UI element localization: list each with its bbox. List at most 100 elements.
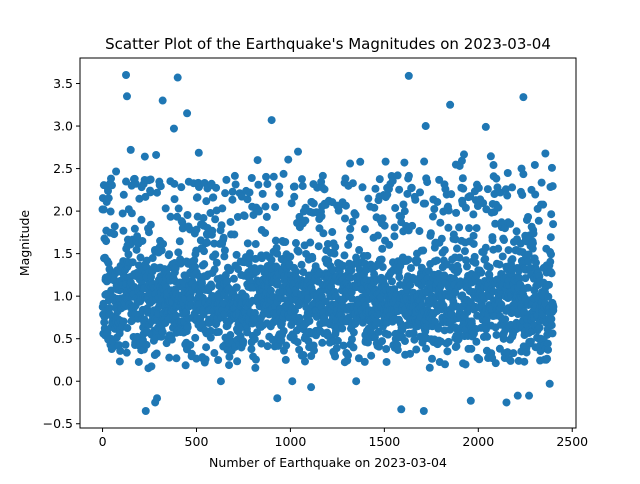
scatter-point	[250, 335, 259, 344]
scatter-point	[346, 159, 355, 168]
scatter-point	[273, 278, 282, 287]
scatter-point	[271, 203, 280, 212]
scatter-point	[360, 357, 369, 366]
scatter-point	[304, 337, 313, 346]
scatter-point	[175, 237, 184, 246]
scatter-point	[290, 182, 299, 191]
scatter-point	[122, 92, 131, 101]
scatter-point	[544, 280, 553, 289]
scatter-point	[404, 171, 413, 180]
scatter-point	[393, 345, 402, 354]
x-tick-label: 1000	[275, 434, 307, 449]
scatter-point	[433, 197, 442, 206]
scatter-point	[426, 229, 435, 238]
scatter-point	[251, 240, 260, 249]
scatter-point	[122, 71, 131, 80]
scatter-point	[455, 253, 464, 262]
scatter-point	[279, 169, 288, 178]
scatter-point	[217, 221, 226, 230]
scatter-point	[481, 122, 490, 131]
scatter-point	[459, 184, 468, 193]
scatter-point	[346, 273, 355, 282]
x-axis-label: Number of Earthquake on 2023-03-04	[209, 455, 447, 470]
scatter-point	[200, 260, 209, 269]
scatter-point	[460, 247, 469, 256]
scatter-point	[183, 211, 192, 219]
scatter-point	[281, 355, 290, 364]
scatter-point	[420, 157, 429, 166]
scatter-point	[161, 204, 170, 213]
scatter-point	[307, 383, 316, 392]
scatter-point	[497, 300, 506, 309]
scatter-point	[171, 264, 180, 273]
scatter-point	[234, 265, 243, 274]
scatter-point	[339, 341, 348, 350]
scatter-point	[501, 315, 510, 324]
scatter-point	[158, 96, 167, 105]
scatter-point	[419, 246, 428, 255]
scatter-point	[321, 297, 330, 306]
scatter-point	[294, 147, 303, 156]
scatter-point	[469, 231, 478, 240]
scatter-point	[275, 182, 284, 191]
scatter-point	[266, 286, 275, 295]
scatter-point	[118, 209, 127, 218]
scatter-point	[301, 216, 310, 225]
y-tick-label: 3.0	[53, 119, 73, 134]
scatter-point	[501, 185, 510, 194]
scatter-point	[548, 329, 557, 338]
x-tick-label: 2500	[556, 434, 588, 449]
scatter-point	[504, 246, 513, 255]
scatter-point	[513, 391, 522, 400]
x-tick-label: 1500	[368, 434, 400, 449]
scatter-point	[116, 346, 125, 355]
scatter-point	[441, 360, 449, 369]
scatter-point	[202, 343, 211, 352]
scatter-point	[126, 145, 135, 154]
scatter-point	[406, 263, 415, 272]
scatter-point	[140, 152, 149, 161]
scatter-point	[233, 357, 242, 366]
scatter-point	[319, 229, 328, 238]
scatter-point	[290, 192, 299, 201]
scatter-point	[243, 195, 252, 204]
scatter-point	[305, 317, 314, 326]
scatter-point	[462, 256, 471, 265]
scatter-point	[543, 354, 552, 363]
scatter-point	[455, 223, 464, 232]
scatter-point	[444, 223, 453, 232]
scatter-point	[191, 333, 200, 342]
scatter-point	[304, 294, 313, 303]
scatter-point	[261, 202, 270, 211]
scatter-point	[451, 288, 460, 297]
scatter-point	[288, 377, 297, 386]
scatter-point	[152, 349, 161, 358]
scatter-point	[500, 224, 509, 233]
scatter-point	[457, 156, 466, 165]
scatter-point	[495, 260, 504, 269]
scatter-point	[216, 377, 225, 386]
scatter-point	[136, 253, 145, 262]
scatter-point	[253, 156, 262, 165]
plot-frame	[79, 57, 577, 429]
scatter-point	[186, 340, 195, 349]
scatter-point	[397, 405, 406, 414]
scatter-point	[547, 163, 556, 172]
scatter-point	[308, 254, 317, 263]
scatter-point	[169, 124, 178, 133]
scatter-point	[241, 292, 250, 301]
scatter-point	[371, 184, 380, 193]
scatter-point	[267, 116, 276, 125]
scatter-point	[124, 250, 133, 259]
scatter-point	[140, 315, 149, 324]
scatter-point	[395, 273, 404, 282]
scatter-point	[206, 209, 215, 218]
scatter-point	[271, 236, 280, 245]
scatter-point	[483, 185, 492, 194]
scatter-point	[144, 228, 153, 237]
scatter-point	[251, 363, 260, 372]
scatter-point	[423, 178, 432, 187]
scatter-point	[281, 237, 290, 246]
scatter-point	[318, 338, 327, 347]
